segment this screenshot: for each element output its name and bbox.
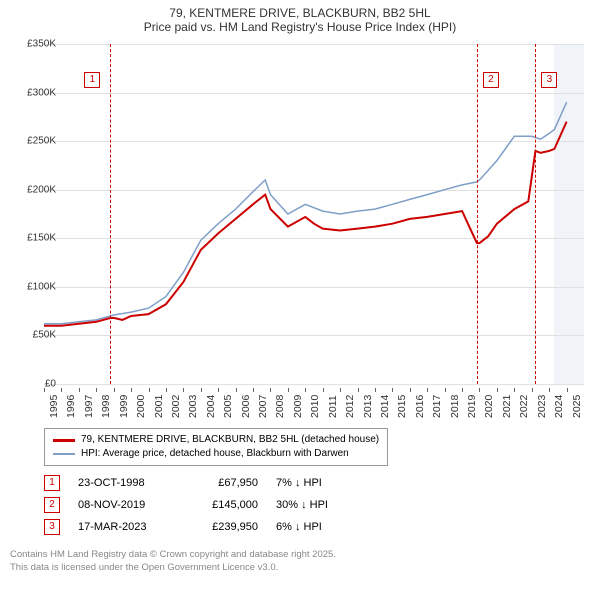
y-axis-label: £50K	[16, 330, 56, 341]
x-axis-label: 2007	[257, 395, 269, 418]
x-axis-label: 2016	[414, 395, 426, 418]
legend-row: 79, KENTMERE DRIVE, BLACKBURN, BB2 5HL (…	[53, 433, 379, 447]
event-date: 08-NOV-2019	[78, 499, 170, 511]
x-axis-label: 2019	[466, 395, 478, 418]
y-axis-label: £100K	[16, 281, 56, 292]
x-axis-label: 2014	[379, 395, 391, 418]
event-price: £239,950	[188, 521, 258, 533]
chart-marker: 3	[541, 72, 557, 88]
x-axis-label: 2023	[536, 395, 548, 418]
x-axis-labels: 1995 1996 1997 1998 1999 2000 2001 2002 2003 2004…	[44, 388, 584, 424]
x-axis-label: 2013	[362, 395, 374, 418]
x-axis-label: 2010	[309, 395, 321, 418]
legend-row: HPI: Average price, detached house, Blac…	[53, 447, 379, 461]
x-axis-label: 2025	[571, 395, 583, 418]
event-date: 17-MAR-2023	[78, 521, 170, 533]
chart-area: 1 2 3	[44, 44, 584, 385]
event-date: 23-OCT-1998	[78, 477, 170, 489]
x-axis-label: 2011	[327, 395, 339, 418]
x-axis-label: 1995	[48, 395, 60, 418]
y-axis-label: £350K	[16, 39, 56, 50]
y-axis-label: £200K	[16, 184, 56, 195]
x-axis-label: 2022	[518, 395, 530, 418]
title-subtitle: Price paid vs. HM Land Registry's House …	[0, 20, 600, 34]
legend-swatch	[53, 439, 75, 442]
legend-label: HPI: Average price, detached house, Blac…	[81, 447, 349, 461]
chart-container: 79, KENTMERE DRIVE, BLACKBURN, BB2 5HL P…	[0, 0, 600, 590]
x-axis-label: 2001	[153, 395, 165, 418]
x-axis-label: 1997	[83, 395, 95, 418]
event-hpi: 30% ↓ HPI	[276, 499, 356, 511]
x-axis-label: 1996	[65, 395, 77, 418]
y-axis-label: £150K	[16, 233, 56, 244]
y-axis-label: £300K	[16, 87, 56, 98]
footer-line: This data is licensed under the Open Gov…	[10, 561, 336, 574]
events-table: 1 23-OCT-1998 £67,950 7% ↓ HPI 2 08-NOV-…	[44, 472, 356, 538]
event-hpi: 7% ↓ HPI	[276, 477, 356, 489]
legend-label: 79, KENTMERE DRIVE, BLACKBURN, BB2 5HL (…	[81, 433, 379, 447]
y-axis-label: £250K	[16, 136, 56, 147]
event-hpi: 6% ↓ HPI	[276, 521, 356, 533]
event-marker-icon: 1	[44, 475, 60, 491]
x-axis-label: 2000	[135, 395, 147, 418]
legend: 79, KENTMERE DRIVE, BLACKBURN, BB2 5HL (…	[44, 428, 388, 466]
chart-svg	[44, 44, 584, 384]
event-marker-icon: 3	[44, 519, 60, 535]
footer-attribution: Contains HM Land Registry data © Crown c…	[10, 548, 336, 574]
x-axis-label: 2003	[187, 395, 199, 418]
event-row: 3 17-MAR-2023 £239,950 6% ↓ HPI	[44, 516, 356, 538]
event-price: £145,000	[188, 499, 258, 511]
title-address: 79, KENTMERE DRIVE, BLACKBURN, BB2 5HL	[0, 6, 600, 20]
legend-swatch	[53, 453, 75, 455]
title-block: 79, KENTMERE DRIVE, BLACKBURN, BB2 5HL P…	[0, 0, 600, 34]
x-axis-label: 2008	[274, 395, 286, 418]
x-axis-label: 1999	[118, 395, 130, 418]
y-axis-label: £0	[16, 379, 56, 390]
event-price: £67,950	[188, 477, 258, 489]
x-axis-label: 2004	[205, 395, 217, 418]
x-axis-label: 2006	[240, 395, 252, 418]
event-marker-icon: 2	[44, 497, 60, 513]
x-axis-label: 2015	[396, 395, 408, 418]
chart-marker: 1	[84, 72, 100, 88]
x-axis-label: 2005	[222, 395, 234, 418]
event-row: 1 23-OCT-1998 £67,950 7% ↓ HPI	[44, 472, 356, 494]
x-axis-label: 2021	[501, 395, 513, 418]
x-axis-label: 2024	[553, 395, 565, 418]
footer-line: Contains HM Land Registry data © Crown c…	[10, 548, 336, 561]
x-axis-label: 2017	[431, 395, 443, 418]
x-axis-label: 1998	[100, 395, 112, 418]
x-axis-label: 2012	[344, 395, 356, 418]
x-axis-label: 2020	[483, 395, 495, 418]
x-axis-label: 2009	[292, 395, 304, 418]
x-axis-label: 2018	[449, 395, 461, 418]
event-row: 2 08-NOV-2019 £145,000 30% ↓ HPI	[44, 494, 356, 516]
x-axis-label: 2002	[170, 395, 182, 418]
chart-marker: 2	[483, 72, 499, 88]
